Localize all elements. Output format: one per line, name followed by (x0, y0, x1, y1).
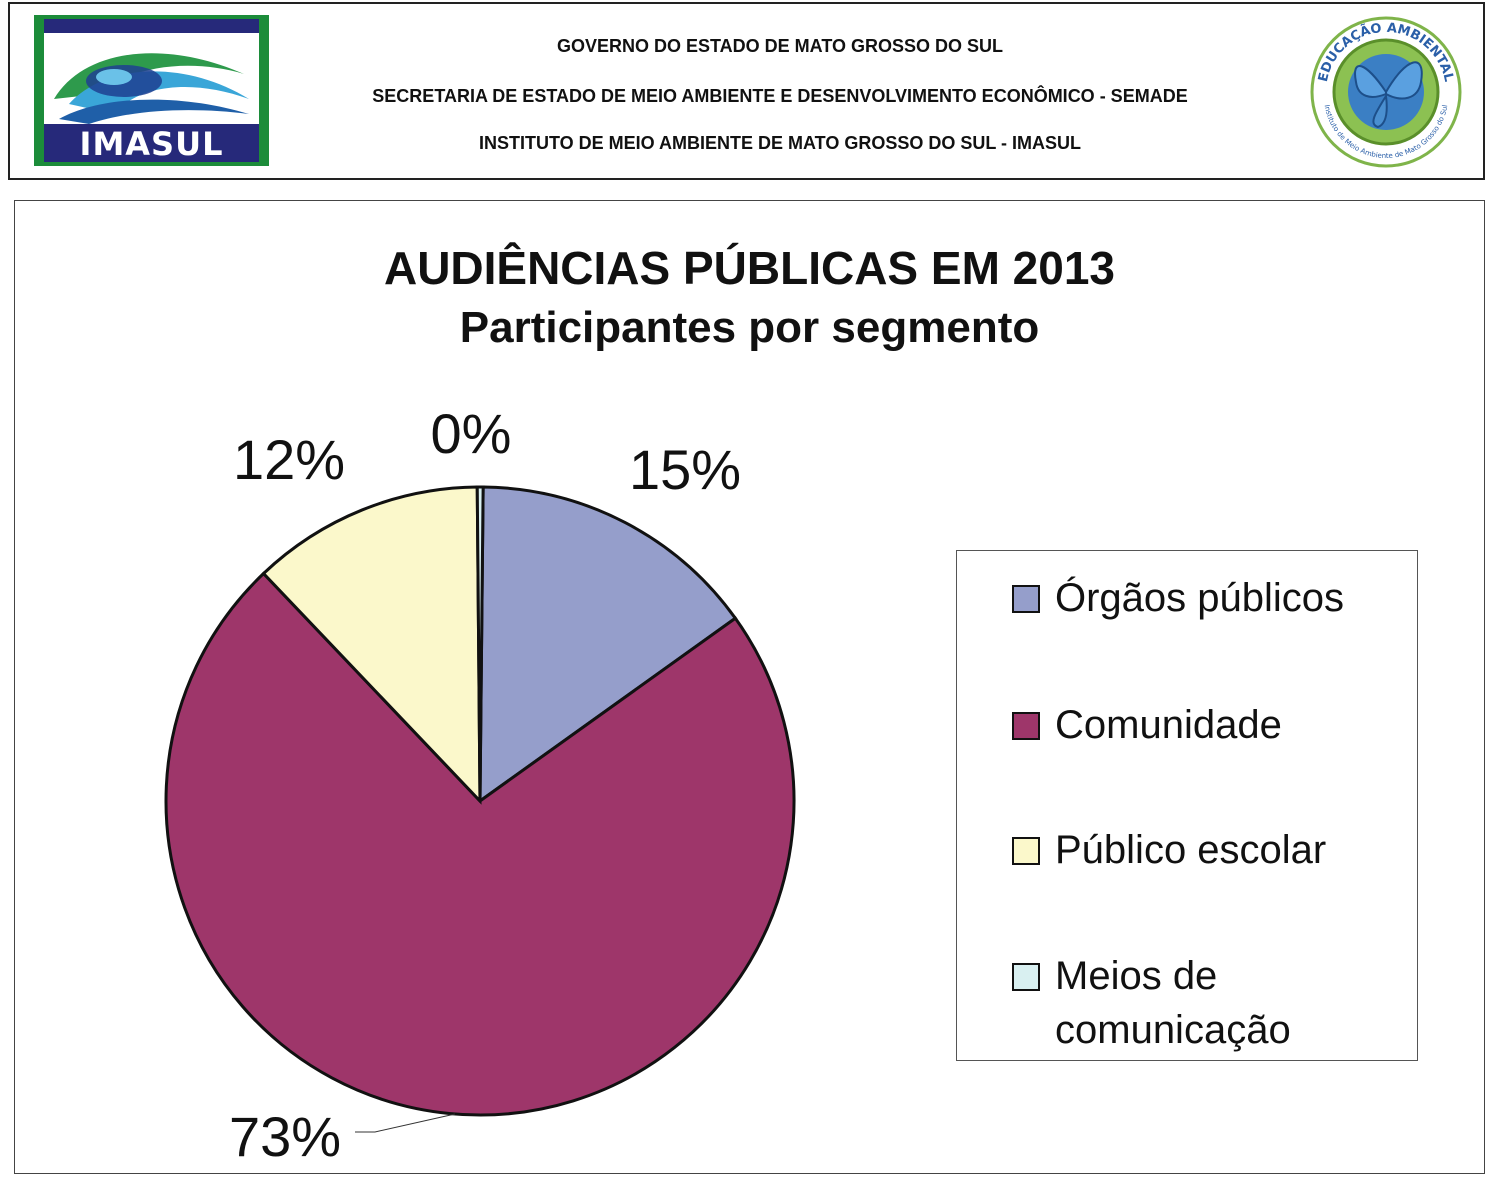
chart-legend: Órgãos públicos Comunidade Público escolar… (956, 550, 1418, 1061)
pie-slice-publico-escolar (261, 485, 482, 805)
data-label-publico-escolar: 12% (233, 428, 345, 491)
data-label-meios-de-comunicacao: 0% (431, 402, 512, 465)
legend-label-comunidade: Comunidade (1055, 703, 1282, 747)
legend-swatch-meios-de-comunicacao (1012, 963, 1040, 991)
legend-label-meios-de-comunicacao: Meios de comunicação (1055, 954, 1291, 1052)
legend-label-orgaos-publicos: Órgãos públicos (1055, 576, 1345, 620)
pie-slice-comunidade (164, 571, 796, 1117)
data-label-orgaos-publicos: 15% (629, 438, 741, 501)
data-label-comunidade: 73% (229, 1105, 341, 1168)
pie-chart: 15% 73% 12% 0% (164, 402, 796, 1168)
chart-subtitle: Participantes por segmento (459, 303, 1040, 352)
legend-label-publico-escolar: Público escolar (1055, 828, 1327, 872)
header-line-institute: INSTITUTO DE MEIO AMBIENTE DE MATO GROSS… (478, 133, 1082, 153)
educacao-ambiental-seal: EDUCAÇÃO AMBIENTAL Instituto de Meio Amb… (1310, 16, 1462, 168)
imasul-logo: IMASUL (34, 15, 269, 166)
imasul-logo-swirl (54, 53, 249, 124)
pie-slice-meios-de-comunicacao (475, 485, 485, 802)
chart-title: AUDIÊNCIAS PÚBLICAS EM 2013 (383, 242, 1116, 294)
chart-panel: AUDIÊNCIAS PÚBLICAS EM 2013 Participante… (14, 200, 1485, 1174)
legend-swatch-orgaos-publicos (1012, 585, 1040, 613)
legend-swatch-comunidade (1012, 712, 1040, 740)
header-line-government: GOVERNO DO ESTADO DE MATO GROSSO DO SUL (556, 36, 1004, 56)
document-header: IMASUL GOVERNO DO ESTADO DE MATO GROSSO … (8, 2, 1485, 180)
pie-slice-orgaos-publicos (478, 485, 738, 804)
leader-line-comunidade (355, 1113, 456, 1133)
legend-swatch-publico-escolar (1012, 837, 1040, 865)
header-line-secretariat: SECRETARIA DE ESTADO DE MEIO AMBIENTE E … (372, 86, 1188, 106)
logo-text: IMASUL (44, 124, 259, 162)
